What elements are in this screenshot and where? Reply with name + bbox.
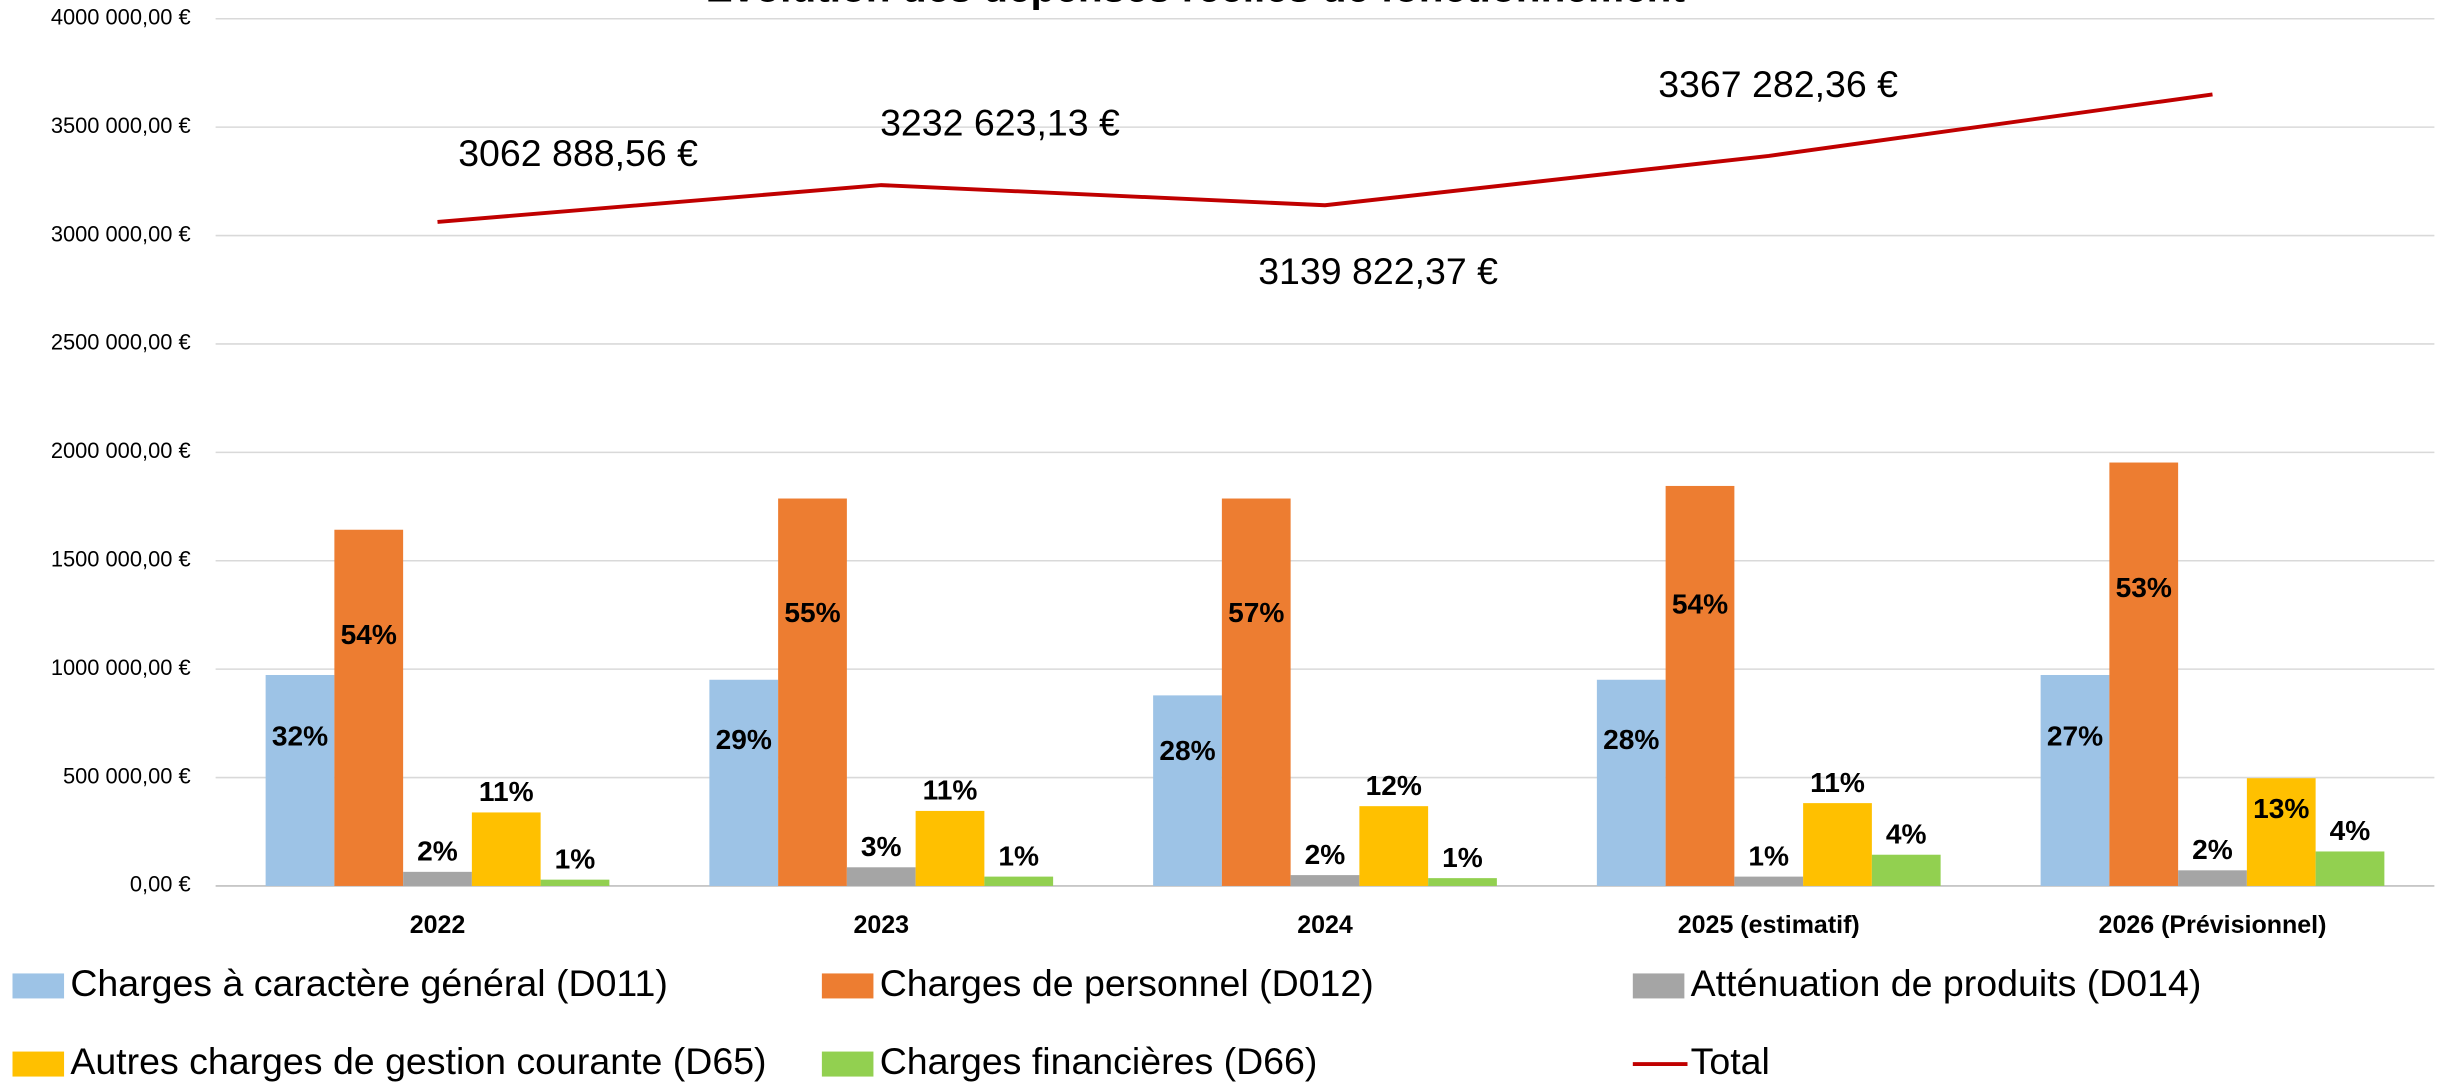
share-label: 29% <box>716 724 772 755</box>
share-label: 1% <box>1442 842 1483 873</box>
bar <box>846 867 916 886</box>
share-label: 3% <box>861 831 902 862</box>
share-label: 4% <box>1886 818 1927 849</box>
bar <box>2315 851 2385 886</box>
data-label: 3367 282,36 € <box>1658 63 1898 105</box>
legend-swatch <box>12 973 65 999</box>
share-label: 53% <box>2116 572 2172 603</box>
legend-label: Atténuation de produits (D014) <box>1691 962 2202 1004</box>
x-tick-label: 2022 <box>410 911 466 939</box>
share-label: 2% <box>1305 839 1346 870</box>
bar <box>265 674 335 886</box>
bar <box>1428 878 1497 886</box>
share-label: 13% <box>2253 793 2309 824</box>
x-tick-label: 2025 (estimatif) <box>1678 911 1860 939</box>
x-tick-label: 2026 (Prévisionnel) <box>2099 911 2327 939</box>
bar <box>2178 870 2247 886</box>
share-label: 11% <box>1810 767 1865 798</box>
share-label: 57% <box>1228 597 1284 628</box>
share-label: 2% <box>417 836 458 867</box>
bar <box>2040 674 2110 886</box>
share-label: 1% <box>1748 840 1789 871</box>
bar <box>540 879 610 886</box>
data-label: 3232 623,13 € <box>880 102 1120 144</box>
share-label: 54% <box>1672 588 1728 619</box>
share-label: 28% <box>1603 724 1659 755</box>
legend-label: Charges à caractère général (D011) <box>70 962 668 1004</box>
share-label: 12% <box>1366 770 1422 801</box>
bar <box>1803 803 1872 886</box>
bar <box>1596 679 1666 886</box>
share-label: 2% <box>2192 834 2233 865</box>
legend-label: Charges de personnel (D012) <box>880 962 1374 1004</box>
share-label: 1% <box>555 843 596 874</box>
bar <box>334 529 404 886</box>
bar <box>471 812 541 886</box>
bar <box>1290 875 1360 886</box>
total-line <box>437 92 2213 224</box>
share-label: 32% <box>272 721 328 752</box>
bar <box>1871 854 1941 886</box>
y-tick-label: 3000 000,00 € <box>51 221 191 246</box>
y-tick-label: 2000 000,00 € <box>51 438 191 463</box>
share-label: 27% <box>2047 721 2103 752</box>
y-tick-label: 1500 000,00 € <box>51 547 191 572</box>
legend-label: Charges financières (D66) <box>880 1040 1318 1082</box>
x-tick-label: 2023 <box>853 911 909 939</box>
share-label: 55% <box>784 597 840 628</box>
bar <box>1153 695 1222 886</box>
data-label: 3062 888,56 € <box>458 132 698 174</box>
y-tick-label: 3500 000,00 € <box>51 113 191 138</box>
share-label: 4% <box>2330 815 2371 846</box>
bar <box>1221 498 1291 886</box>
bar <box>2109 462 2179 886</box>
y-tick-label: 1000 000,00 € <box>51 655 191 680</box>
legend-swatch <box>821 1051 874 1077</box>
bar <box>1734 876 1804 886</box>
y-tick-label: 500 000,00 € <box>63 763 191 788</box>
y-tick-label: 2500 000,00 € <box>51 330 191 355</box>
chart-title: Évolution des dépenses réelles de foncti… <box>706 0 1686 10</box>
share-label: 11% <box>923 775 978 806</box>
bar <box>1665 485 1735 886</box>
share-label: 1% <box>998 840 1039 871</box>
bar <box>2246 778 2316 886</box>
data-label: 3139 822,37 € <box>1258 250 1498 292</box>
share-label: 54% <box>341 619 397 650</box>
legend-swatch <box>1632 973 1685 999</box>
bar <box>915 810 985 886</box>
legend-label: Autres charges de gestion courante (D65) <box>70 1040 766 1082</box>
bar <box>1359 806 1429 886</box>
bar <box>403 871 472 886</box>
share-label: 11% <box>479 776 534 807</box>
legend-swatch <box>821 973 874 999</box>
bar <box>984 876 1054 886</box>
bar <box>709 679 779 886</box>
legend-label: Total <box>1691 1040 1770 1082</box>
bar <box>778 498 847 886</box>
x-tick-label: 2024 <box>1297 911 1353 939</box>
share-label: 28% <box>1159 735 1215 766</box>
y-tick-label: 0,00 € <box>130 872 191 897</box>
legend-swatch <box>12 1051 65 1077</box>
y-tick-label: 4000 000,00 € <box>51 5 191 30</box>
